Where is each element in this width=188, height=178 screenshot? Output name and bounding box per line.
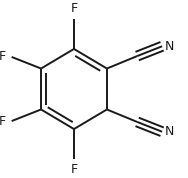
Text: F: F [0,114,5,128]
Text: F: F [0,50,5,64]
Text: F: F [70,163,77,176]
Text: F: F [70,2,77,15]
Text: N: N [164,40,174,53]
Text: N: N [164,125,174,138]
